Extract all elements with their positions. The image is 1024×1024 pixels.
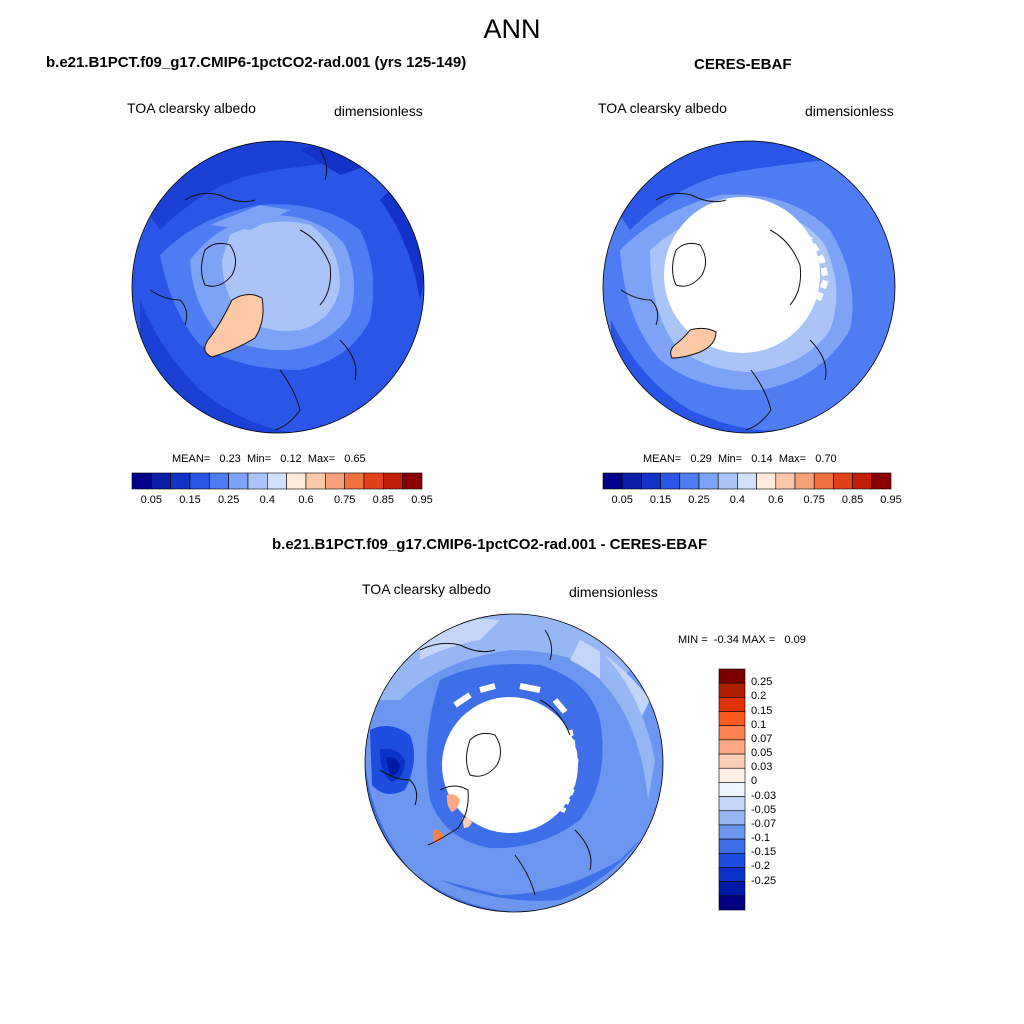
model-colorbar-tick-label: 0.75 [333, 494, 356, 506]
model-colorbar-box [228, 472, 249, 490]
model-colorbar-box [325, 472, 345, 490]
diff-colorbar-box [718, 767, 746, 783]
model-colorbar-tick-label: 0.15 [179, 494, 201, 506]
obs-colorbar-box [775, 472, 796, 490]
diff-colorbar-box [718, 782, 746, 797]
model-colorbar-box [151, 472, 171, 490]
diff-stats: MIN = -0.34 MAX = 0.09 [678, 634, 806, 646]
diff-colorbar-tick-label: 0.03 [751, 761, 773, 774]
model-colorbar-box [170, 472, 191, 490]
model-colorbar [131, 472, 423, 490]
model-colorbar-tick-label: 0.05 [140, 494, 163, 506]
obs-colorbar-box [641, 472, 661, 490]
diff-colorbar-box [718, 824, 746, 840]
model-colorbar-box [344, 472, 365, 490]
diff-colorbar-tick-label: -0.25 [751, 874, 777, 887]
obs-stats: MEAN= 0.29 Min= 0.14 Max= 0.70 [643, 453, 837, 465]
obs-colorbar-tick-label: 0.15 [649, 494, 672, 506]
model-stats: MEAN= 0.23 Min= 0.12 Max= 0.65 [172, 453, 366, 465]
diff-colorbar-tick-label: 0.15 [751, 704, 773, 717]
diff-colorbar-box [718, 697, 746, 712]
model-colorbar-box [363, 472, 384, 490]
model-colorbar-box [209, 472, 229, 490]
figure-title: ANN [483, 14, 541, 44]
obs-polar-map [603, 141, 895, 433]
model-colorbar-tick-label: 0.85 [372, 494, 395, 506]
diff-colorbar-box [718, 668, 746, 684]
obs-colorbar-tick-label: 0.25 [688, 494, 710, 506]
obs-colorbar-box [698, 472, 719, 490]
diff-colorbar-box [718, 711, 746, 727]
diff-colorbar-box [718, 810, 746, 826]
obs-colorbar [602, 472, 892, 490]
obs-colorbar-box [660, 472, 681, 490]
model-colorbar-box [383, 472, 403, 490]
diff-colorbar [718, 668, 746, 911]
diff-polar-map [365, 614, 663, 912]
model-polar-map [132, 141, 424, 433]
model-colorbar-box [286, 472, 307, 490]
diff-colorbar-tick-label: 0 [751, 775, 758, 788]
obs-colorbar-box [833, 472, 853, 490]
obs-colorbar-box [813, 472, 834, 490]
model-units-label: dimensionless [334, 103, 423, 119]
obs-colorbar-box [756, 472, 777, 490]
model-colorbar-box [131, 472, 152, 490]
model-colorbar-box [305, 472, 326, 490]
diff-colorbar-tick-label: 0.2 [751, 690, 767, 703]
obs-colorbar-tick-label: 0.6 [768, 494, 784, 506]
obs-colorbar-tick-label: 0.75 [803, 494, 825, 506]
obs-variable-label: TOA clearsky albedo [598, 100, 727, 116]
model-colorbar-tick-label: 0.6 [298, 494, 314, 506]
obs-colorbar-box [679, 472, 700, 490]
diff-colorbar-box [718, 895, 746, 911]
model-colorbar-box [267, 472, 287, 490]
obs-colorbar-box [737, 472, 757, 490]
diff-colorbar-box [718, 867, 746, 882]
obs-colorbar-box [602, 472, 623, 490]
model-colorbar-box [189, 472, 210, 490]
model-colorbar-tick-label: 0.4 [259, 494, 275, 506]
obs-case-title: CERES-EBAF [694, 56, 792, 73]
obs-colorbar-box [852, 472, 873, 490]
obs-colorbar-tick-label: 0.95 [880, 494, 902, 506]
diff-colorbar-box [718, 739, 746, 755]
diff-units-label: dimensionless [569, 584, 658, 600]
diff-colorbar-tick-label: 0.05 [751, 747, 773, 760]
model-case-title: b.e21.B1PCT.f09_g17.CMIP6-1pctCO2-rad.00… [46, 54, 467, 71]
model-colorbar-tick-label: 0.95 [411, 494, 433, 506]
diff-colorbar-box [718, 682, 746, 698]
diff-colorbar-box [718, 852, 746, 868]
diff-variable-label: TOA clearsky albedo [362, 581, 491, 597]
model-colorbar-tick-label: 0.25 [217, 494, 240, 506]
diff-colorbar-tick-label: -0.1 [751, 832, 770, 845]
diff-colorbar-tick-label: 0.1 [751, 718, 767, 731]
obs-colorbar-tick-label: 0.4 [729, 494, 746, 506]
diff-colorbar-box [718, 881, 746, 897]
diff-colorbar-tick-label: -0.05 [751, 803, 777, 816]
diff-colorbar-box [718, 796, 746, 812]
obs-colorbar-tick-label: 0.05 [611, 494, 633, 506]
model-colorbar-box [247, 472, 268, 490]
obs-colorbar-box [871, 472, 892, 490]
diff-colorbar-tick-label: 0.07 [751, 732, 773, 745]
obs-colorbar-tick-label: 0.85 [841, 494, 864, 506]
diff-colorbar-box [718, 725, 746, 741]
diff-colorbar-box [718, 838, 746, 854]
diff-colorbar-box [718, 753, 746, 769]
obs-colorbar-box [794, 472, 815, 490]
model-colorbar-box [402, 472, 423, 490]
obs-colorbar-box [621, 472, 642, 490]
obs-units-label: dimensionless [805, 103, 894, 119]
diff-colorbar-tick-label: -0.15 [751, 846, 777, 859]
diff-colorbar-tick-label: -0.2 [751, 860, 770, 873]
model-variable-label: TOA clearsky albedo [127, 100, 256, 116]
diff-colorbar-tick-label: -0.07 [751, 817, 777, 830]
obs-colorbar-box [717, 472, 738, 490]
diff-case-title: b.e21.B1PCT.f09_g17.CMIP6-1pctCO2-rad.00… [272, 536, 708, 553]
diff-colorbar-tick-label: -0.03 [751, 789, 777, 802]
diff-colorbar-tick-label: 0.25 [751, 676, 773, 689]
